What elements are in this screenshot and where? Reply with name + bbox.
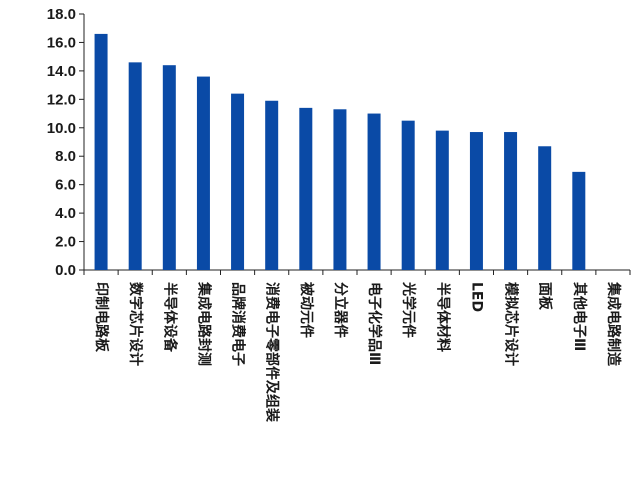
category-label: 其他电子Ⅲ: [571, 282, 588, 351]
y-tick-label: 14.0: [47, 63, 76, 80]
category-label: 分立器件: [332, 282, 349, 338]
y-tick-label: 4.0: [55, 205, 76, 222]
bar: [538, 146, 552, 270]
category-label: 集成电路制造: [605, 281, 622, 366]
bar: [401, 120, 415, 271]
bar: [299, 107, 313, 270]
category-label: 电子化学品Ⅲ: [366, 282, 383, 365]
bar: [265, 100, 279, 270]
category-label: 光学元件: [400, 281, 417, 338]
bar: [333, 109, 347, 271]
y-tick-label: 8.0: [55, 148, 76, 165]
category-label: LED: [468, 282, 484, 312]
category-label: 集成电路封测: [195, 281, 212, 366]
y-tick-label: 2.0: [55, 234, 76, 251]
category-label: 品牌消费电子: [230, 282, 247, 366]
category-label: 被动元件: [298, 282, 315, 338]
bar: [504, 132, 518, 270]
y-tick-label: 10.0: [47, 120, 76, 137]
y-tick-label: 12.0: [47, 91, 76, 108]
category-label: 面板: [537, 282, 554, 311]
category-label: 数字芯片设计: [127, 282, 144, 366]
bar: [128, 62, 142, 270]
bar: [572, 171, 586, 270]
category-label: 半导体设备: [161, 282, 178, 353]
bar: [196, 76, 210, 270]
y-tick-label: 16.0: [47, 34, 76, 51]
bar: [94, 33, 108, 271]
bar: [469, 132, 483, 270]
y-tick-label: 0.0: [55, 262, 76, 279]
category-label: 半导体材料: [434, 282, 451, 352]
category-label: 模拟芯片设计: [503, 282, 520, 366]
y-tick-label: 18.0: [47, 6, 76, 23]
bar: [367, 113, 381, 270]
y-tick-label: 6.0: [55, 177, 76, 194]
bar: [162, 65, 176, 270]
bar: [435, 130, 449, 270]
category-label: 印制电路板: [93, 282, 110, 353]
bar: [231, 93, 245, 271]
category-label: 消费电子零部件及组装: [264, 282, 281, 423]
